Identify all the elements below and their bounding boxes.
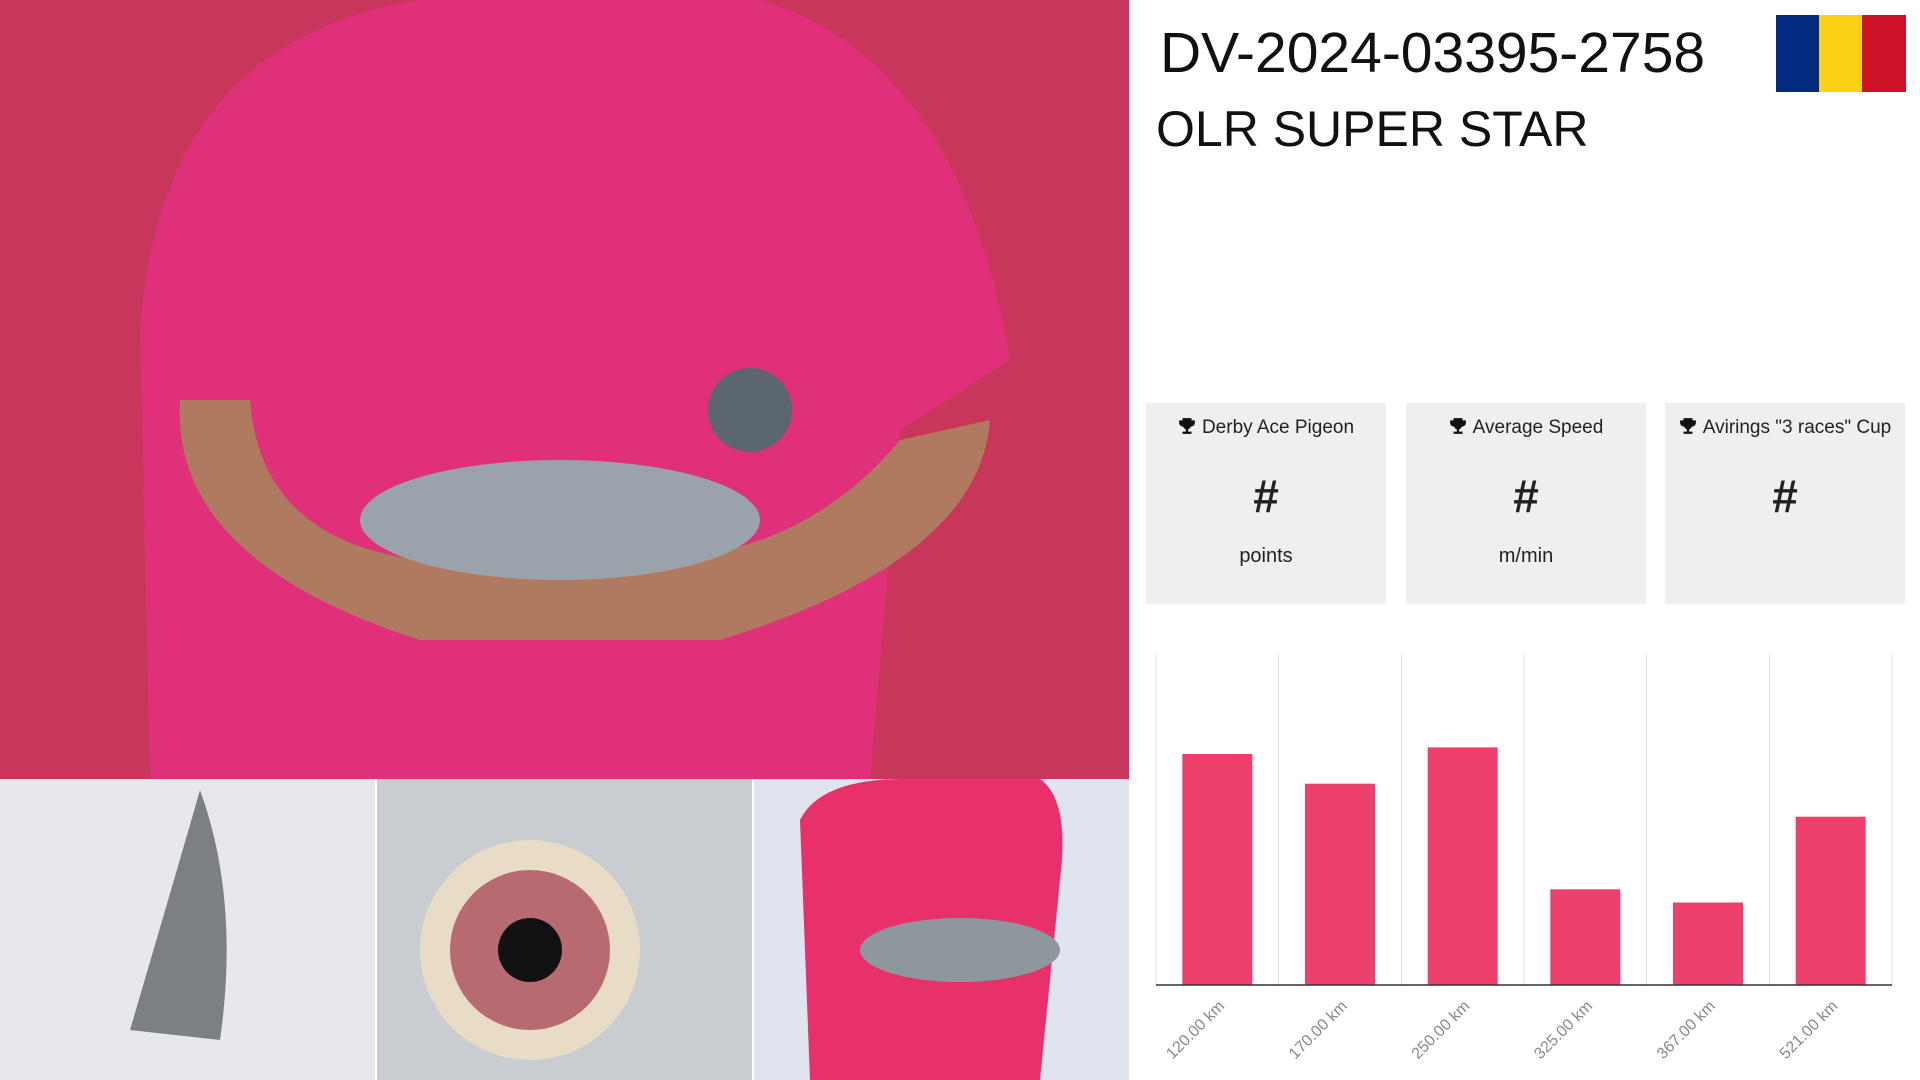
bar [1673, 902, 1743, 985]
stat-value: # [1772, 470, 1798, 522]
x-tick-label: 120.00 km [1163, 998, 1228, 1063]
stat-title-text: Avirings "3 races" Cup [1702, 417, 1892, 438]
bar [1550, 889, 1621, 985]
bar [1427, 747, 1498, 985]
stat-unit: points [1239, 545, 1293, 567]
stat-value: # [1513, 470, 1539, 522]
stat-unit: m/min [1498, 545, 1554, 567]
stat-value: # [1253, 470, 1279, 522]
ring-number: DV-2024-03395-2758 [1160, 21, 1706, 85]
photo-gallery [0, 0, 1129, 1080]
stat-title: Average Speed [1406, 417, 1646, 439]
x-tick-label: 367.00 km [1654, 998, 1719, 1063]
wing [130, 790, 227, 1040]
x-tick-label: 250.00 km [1409, 998, 1474, 1063]
stat-title: Derby Ace Pigeon [1146, 417, 1386, 439]
bar [1305, 783, 1375, 985]
trophy-icon [1679, 418, 1696, 434]
x-tick-label: 521.00 km [1777, 998, 1842, 1063]
pigeon [360, 460, 760, 580]
stat-card: Derby Ace Pigeon # points [1146, 403, 1386, 604]
stat-card: Average Speed # m/min [1406, 403, 1646, 604]
trophy-icon [1179, 418, 1195, 434]
stat-card: Avirings "3 races" Cup # [1665, 403, 1905, 604]
x-tick-label: 170.00 km [1286, 998, 1351, 1063]
arms [179, 400, 991, 640]
stat-title: Avirings "3 races" Cup [1665, 417, 1905, 439]
stat-title-text: Average Speed [1472, 417, 1604, 438]
bar [1795, 816, 1866, 985]
x-tick-label: 325.00 km [1531, 998, 1596, 1063]
flag [1776, 15, 1906, 92]
trophy-icon [1449, 418, 1466, 434]
pigeon-head [708, 368, 792, 452]
pigeon-name: OLR SUPER STAR [1156, 101, 1589, 157]
stat-title-text: Derby Ace Pigeon [1201, 417, 1355, 438]
bar [1182, 754, 1253, 985]
